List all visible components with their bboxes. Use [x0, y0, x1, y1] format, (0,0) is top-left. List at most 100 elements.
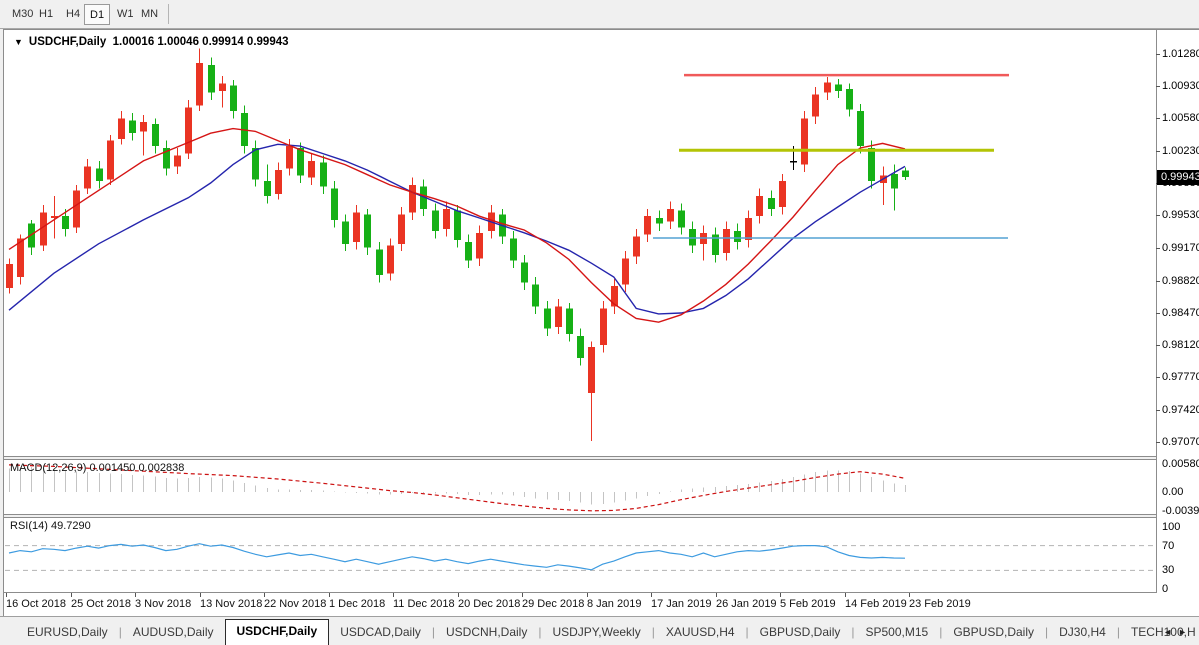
timeframe-button-h4[interactable]: H4 — [66, 8, 81, 20]
candle-body — [51, 216, 58, 219]
chart-window[interactable]: ▼ USDCHF,Daily 1.00016 1.00046 0.99914 0.… — [3, 29, 1199, 616]
time-axis-label: 17 Jan 2019 — [651, 598, 712, 610]
tab-separator: | — [1116, 625, 1120, 639]
candle-body — [734, 230, 741, 242]
time-axis-tick — [845, 593, 846, 597]
time-axis-tick — [329, 593, 330, 597]
macd-panel-canvas[interactable] — [5, 460, 1157, 514]
candle-body — [768, 197, 775, 209]
candle-body — [6, 264, 13, 289]
candle-body — [465, 242, 472, 261]
chart-tab-audusd-daily-1[interactable]: AUDUSD,Daily — [132, 625, 214, 639]
candle-body — [275, 170, 282, 195]
price-axis-tick — [1156, 215, 1160, 216]
timeframe-button-mn[interactable]: MN — [141, 8, 159, 20]
chart-tab-xauusd-h4-6[interactable]: XAUUSD,H4 — [665, 625, 735, 639]
timeframe-button-d1[interactable]: D1 — [84, 4, 111, 25]
time-axis-tick — [587, 593, 588, 597]
price-axis-label: 0.99170 — [1162, 242, 1199, 254]
candle-body — [577, 336, 584, 359]
chart-tab-eurusd-daily-0[interactable]: EURUSD,Daily — [27, 625, 108, 639]
price-axis-divider — [1156, 30, 1157, 593]
candle-body — [342, 221, 349, 244]
candle-body — [331, 188, 338, 220]
timeframe-button-h1[interactable]: H1 — [39, 8, 54, 20]
chart-tab-tech100-h-11[interactable]: TECH100,H — [1130, 625, 1196, 639]
candle-body — [521, 262, 528, 283]
tab-scroll-right-icon[interactable]: ► — [1178, 627, 1193, 637]
candle-body — [857, 111, 864, 147]
time-axis-label: 13 Nov 2018 — [200, 598, 263, 610]
panel-separator-macd[interactable] — [4, 456, 1156, 460]
time-axis-label: 29 Dec 2018 — [522, 598, 585, 610]
chart-tab-gbpusd-daily-9[interactable]: GBPUSD,Daily — [953, 625, 1035, 639]
candle-body — [174, 155, 181, 167]
time-axis-label: 14 Feb 2019 — [845, 598, 907, 610]
chart-dropdown-icon[interactable]: ▼ — [14, 37, 23, 47]
chart-tab-usdcnh-daily-4[interactable]: USDCNH,Daily — [446, 625, 528, 639]
candle-body — [185, 107, 192, 154]
time-axis-label: 26 Jan 2019 — [716, 598, 777, 610]
time-axis-tick — [522, 593, 523, 597]
chart-tab-usdchf-daily-2[interactable]: USDCHF,Daily — [224, 619, 330, 645]
time-axis-tick — [651, 593, 652, 597]
candle-body — [432, 210, 439, 231]
chart-tab-sp500-m15-8[interactable]: SP500,M15 — [865, 625, 929, 639]
price-chart-canvas[interactable] — [5, 31, 1157, 459]
rsi-axis-label: 0 — [1162, 583, 1169, 595]
price-axis-tick — [1156, 442, 1160, 443]
tab-scroll-arrows: ◄► — [1163, 627, 1193, 637]
price-axis-tick — [1156, 345, 1160, 346]
time-axis-tick — [780, 593, 781, 597]
candle-body — [297, 147, 304, 176]
rsi-axis-label: 70 — [1162, 540, 1175, 552]
chart-tab-usdjpy-weekly-5[interactable]: USDJPY,Weekly — [552, 625, 641, 639]
chart-symbol-period: USDCHF,Daily — [28, 36, 107, 48]
candle-body — [555, 306, 562, 327]
macd-signal-line — [8, 464, 906, 512]
chart-tab-bar: EURUSD,Daily | AUDUSD,Daily USDCHF,Daily USD… — [0, 616, 1199, 645]
candle-body — [633, 236, 640, 257]
chart-tab-gbpusd-daily-7[interactable]: GBPUSD,Daily — [759, 625, 841, 639]
time-axis-label: 1 Dec 2018 — [329, 598, 386, 610]
time-axis-tick — [135, 593, 136, 597]
timeframe-button-m30[interactable]: M30 — [12, 8, 34, 20]
rsi-label: RSI(14) 49.7290 — [10, 520, 91, 532]
price-axis-tick — [1156, 151, 1160, 152]
candle-body — [230, 85, 237, 112]
tab-scroll-left-icon[interactable]: ◄ — [1163, 627, 1179, 637]
panel-separator-rsi[interactable] — [4, 514, 1156, 518]
time-axis-tick — [716, 593, 717, 597]
candle-body — [756, 195, 763, 217]
rsi-panel-canvas[interactable] — [5, 518, 1157, 592]
tab-separator: | — [745, 625, 749, 639]
toolbar-separator — [168, 4, 169, 24]
candle-body — [40, 212, 47, 246]
candle-body — [219, 83, 226, 91]
rsi-axis-label: 30 — [1162, 564, 1175, 576]
chart-tab-dj30-h4-10[interactable]: DJ30,H4 — [1059, 625, 1106, 639]
candle-body — [286, 146, 293, 169]
time-axis-tick — [71, 593, 72, 597]
timeframe-toolbar: M30 H1 H4 D1 W1 MN — [0, 0, 1199, 29]
candle-body — [622, 258, 629, 285]
candle-body — [308, 160, 315, 178]
candle-body — [17, 238, 24, 278]
candle-body — [73, 190, 80, 228]
candle-body — [62, 216, 69, 230]
rsi-axis-label: 100 — [1162, 521, 1181, 533]
price-axis-tick — [1156, 377, 1160, 378]
tab-separator: | — [1045, 625, 1049, 639]
price-axis-label: 0.98820 — [1162, 275, 1199, 287]
candle-body — [644, 216, 651, 235]
candle-body — [824, 82, 831, 93]
tab-separator: | — [538, 625, 542, 639]
macd-label: MACD(12,26,9) 0.001450 0.002838 — [10, 462, 185, 474]
tab-separator: | — [851, 625, 855, 639]
candle-body — [846, 89, 853, 110]
timeframe-button-w1[interactable]: W1 — [117, 8, 134, 20]
candle-body — [152, 124, 159, 147]
candle-body — [588, 347, 595, 394]
price-axis-label: 1.01280 — [1162, 48, 1199, 60]
chart-tab-usdcad-daily-3[interactable]: USDCAD,Daily — [340, 625, 421, 639]
